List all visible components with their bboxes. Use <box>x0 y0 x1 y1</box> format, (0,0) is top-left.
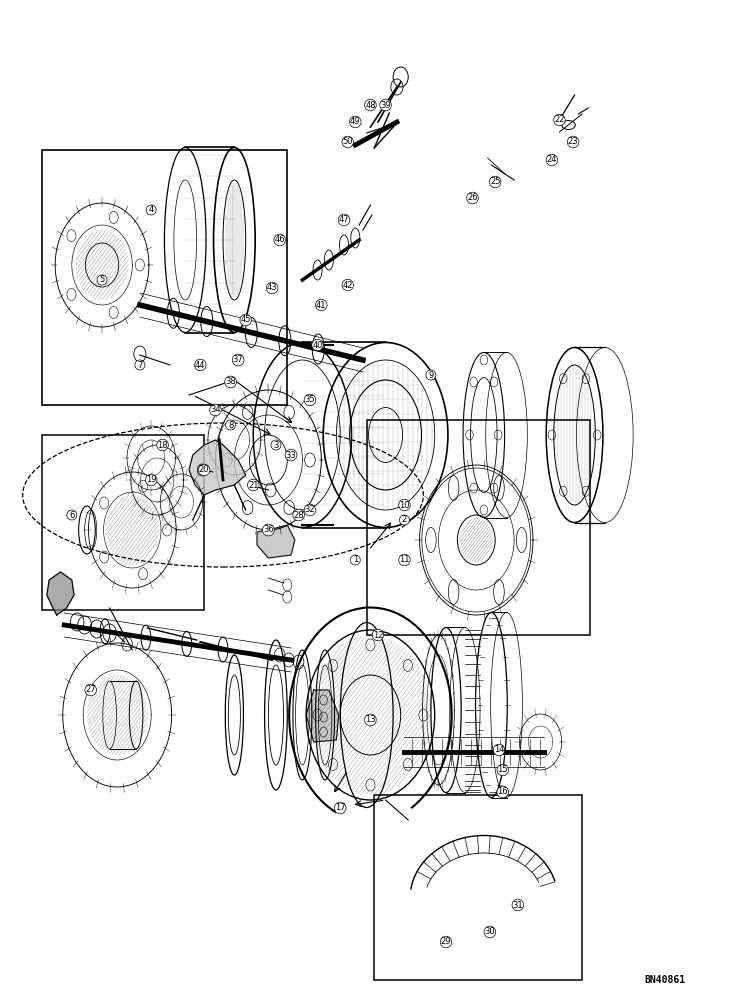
Text: 48: 48 <box>365 101 376 109</box>
Text: 47: 47 <box>339 216 349 225</box>
Text: 2: 2 <box>402 516 407 524</box>
Text: 1: 1 <box>353 556 358 564</box>
Text: 24: 24 <box>547 155 557 164</box>
Text: 26: 26 <box>467 194 478 202</box>
Text: 50: 50 <box>342 137 353 146</box>
Text: 30: 30 <box>485 928 495 936</box>
Text: 39: 39 <box>380 101 391 109</box>
Text: 10: 10 <box>399 500 410 510</box>
Text: 21: 21 <box>248 481 259 489</box>
Bar <box>367 420 590 635</box>
Text: 43: 43 <box>267 284 277 292</box>
Bar <box>374 795 582 980</box>
Text: 37: 37 <box>233 356 243 364</box>
Text: 3: 3 <box>273 440 279 450</box>
Text: 36: 36 <box>263 526 274 534</box>
Text: 22: 22 <box>554 115 565 124</box>
Bar <box>42 435 204 610</box>
Text: 15: 15 <box>497 766 508 774</box>
Text: 44: 44 <box>195 360 206 369</box>
Text: 31: 31 <box>513 900 523 910</box>
Text: 34: 34 <box>210 406 221 414</box>
Text: 4: 4 <box>149 206 153 215</box>
Text: 23: 23 <box>568 137 578 146</box>
Text: 8: 8 <box>228 420 234 430</box>
Text: 25: 25 <box>490 178 500 186</box>
Text: 49: 49 <box>350 117 361 126</box>
Text: 45: 45 <box>240 316 251 324</box>
Text: 20: 20 <box>199 466 209 475</box>
Bar <box>42 150 287 405</box>
Text: 27: 27 <box>85 686 96 694</box>
Text: 9: 9 <box>429 370 433 379</box>
Text: 12: 12 <box>373 631 383 640</box>
Text: 38: 38 <box>225 377 236 386</box>
Text: 29: 29 <box>441 938 451 946</box>
Polygon shape <box>189 440 246 495</box>
Text: 14: 14 <box>494 746 504 754</box>
Text: 5: 5 <box>100 275 104 284</box>
Polygon shape <box>257 525 295 558</box>
Text: 40: 40 <box>312 340 323 350</box>
Text: 17: 17 <box>335 804 345 812</box>
Polygon shape <box>306 690 339 742</box>
Text: 32: 32 <box>305 506 315 514</box>
Text: 35: 35 <box>305 395 315 404</box>
Text: 13: 13 <box>365 716 376 724</box>
Text: 46: 46 <box>274 235 285 244</box>
Text: 18: 18 <box>157 440 168 450</box>
Text: 28: 28 <box>293 510 304 520</box>
Text: BN40861: BN40861 <box>645 975 686 985</box>
Polygon shape <box>47 572 74 615</box>
Text: 7: 7 <box>137 360 143 369</box>
Text: 19: 19 <box>146 476 156 485</box>
Text: 42: 42 <box>342 280 353 290</box>
Text: 41: 41 <box>316 300 327 310</box>
Text: 6: 6 <box>69 510 75 520</box>
Text: 16: 16 <box>497 788 508 796</box>
Text: 33: 33 <box>286 450 296 460</box>
Text: 11: 11 <box>399 556 410 564</box>
